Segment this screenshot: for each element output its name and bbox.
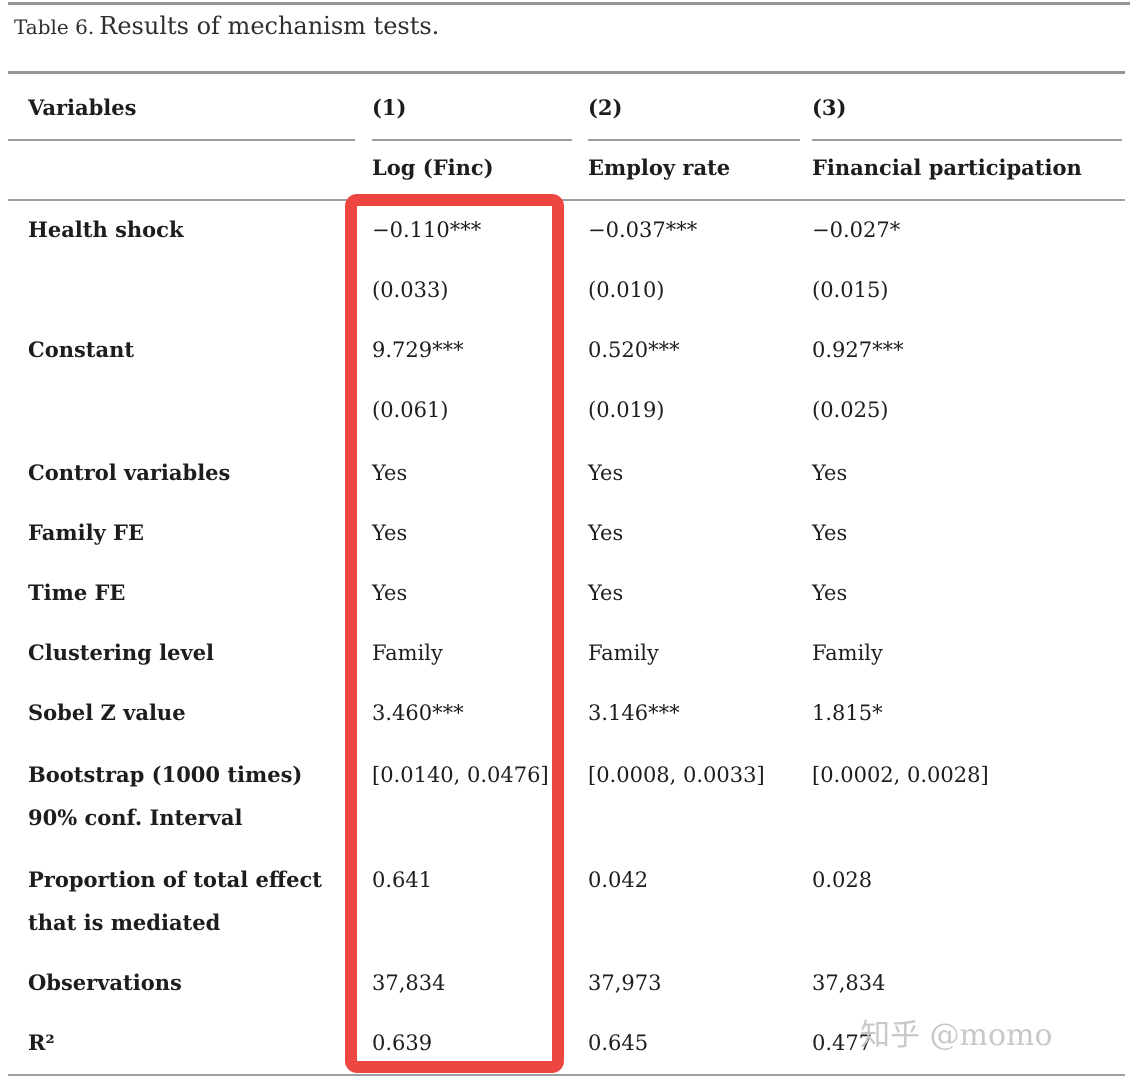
row-label: Clustering level: [28, 640, 215, 665]
cell-value: Yes: [588, 521, 624, 545]
cell-value: [0.0008, 0.0033]: [588, 763, 765, 787]
row-label: Bootstrap (1000 times) 90% conf. Interva…: [28, 762, 302, 831]
column-header-3: (3): [812, 95, 847, 120]
cell-value: −0.110***: [372, 218, 482, 242]
cell-value: [0.0140, 0.0476]: [372, 763, 549, 787]
row-label-line2: 90% conf. Interval: [28, 805, 243, 830]
column-name-employ-rate: Employ rate: [588, 155, 731, 180]
header-bottom-rule: [8, 199, 1125, 201]
column-header-2: (2): [588, 95, 623, 120]
cell-value: Family: [812, 641, 883, 665]
page-top-rule: [8, 2, 1130, 5]
cell-value: −0.027*: [812, 218, 901, 242]
cell-value: 0.042: [588, 868, 649, 892]
cell-value: (0.015): [812, 278, 889, 302]
cell-value: 0.645: [588, 1031, 649, 1055]
cell-value: 3.460***: [372, 701, 464, 725]
cell-value: (0.033): [372, 278, 449, 302]
row-label: R²: [28, 1030, 55, 1055]
highlight-box-column-1: [345, 194, 564, 1073]
row-label: Sobel Z value: [28, 700, 186, 725]
header-rule-variables: [8, 139, 355, 141]
row-label: Constant: [28, 337, 135, 362]
row-label: Health shock: [28, 217, 184, 242]
cell-value: 0.927***: [812, 338, 904, 362]
cell-value: (0.010): [588, 278, 665, 302]
table-caption: Table 6. Results of mechanism tests.: [14, 12, 439, 40]
cell-value: Yes: [812, 461, 848, 485]
row-label: Time FE: [28, 580, 126, 605]
watermark: 知乎 @momo: [860, 1018, 1053, 1053]
header-rule-col1: [372, 139, 572, 141]
cell-value: Yes: [588, 581, 624, 605]
column-name-financial-participation: Financial participation: [812, 155, 1082, 180]
cell-value: 9.729***: [372, 338, 464, 362]
cell-value: Yes: [588, 461, 624, 485]
header-rule-col2: [588, 139, 800, 141]
column-header-1: (1): [372, 95, 407, 120]
row-label: Control variables: [28, 460, 231, 485]
cell-value: 0.641: [372, 868, 433, 892]
cell-value: 3.146***: [588, 701, 680, 725]
row-label: Proportion of total effect that is media…: [28, 867, 322, 936]
table-caption-text: Results of mechanism tests.: [99, 12, 440, 40]
row-label-line2: that is mediated: [28, 910, 221, 935]
table-number: Table 6.: [14, 15, 95, 39]
cell-value: 37,834: [812, 971, 886, 995]
cell-value: (0.061): [372, 398, 449, 422]
row-label: Family FE: [28, 520, 144, 545]
cell-value: Yes: [812, 521, 848, 545]
cell-value: 0.639: [372, 1031, 433, 1055]
cell-value: Family: [588, 641, 659, 665]
table-top-rule: [8, 71, 1125, 74]
cell-value: Yes: [372, 521, 408, 545]
cell-value: [0.0002, 0.0028]: [812, 763, 989, 787]
cell-value: 1.815*: [812, 701, 883, 725]
row-label: Observations: [28, 970, 182, 995]
cell-value: 0.477: [812, 1031, 873, 1055]
cell-value: Family: [372, 641, 443, 665]
header-rule-col3: [812, 139, 1122, 141]
cell-value: −0.037***: [588, 218, 698, 242]
cell-value: (0.025): [812, 398, 889, 422]
cell-value: 0.520***: [588, 338, 680, 362]
cell-value: Yes: [812, 581, 848, 605]
column-name-log-finc: Log (Finc): [372, 155, 494, 180]
row-label-line1: Bootstrap (1000 times): [28, 762, 303, 787]
column-header-variables: Variables: [28, 95, 137, 120]
row-label-line1: Proportion of total effect: [28, 867, 322, 892]
cell-value: Yes: [372, 581, 408, 605]
cell-value: 0.028: [812, 868, 873, 892]
cell-value: Yes: [372, 461, 408, 485]
cell-value: 37,973: [588, 971, 662, 995]
cell-value: 37,834: [372, 971, 446, 995]
cell-value: (0.019): [588, 398, 665, 422]
table-bottom-rule: [8, 1074, 1125, 1076]
